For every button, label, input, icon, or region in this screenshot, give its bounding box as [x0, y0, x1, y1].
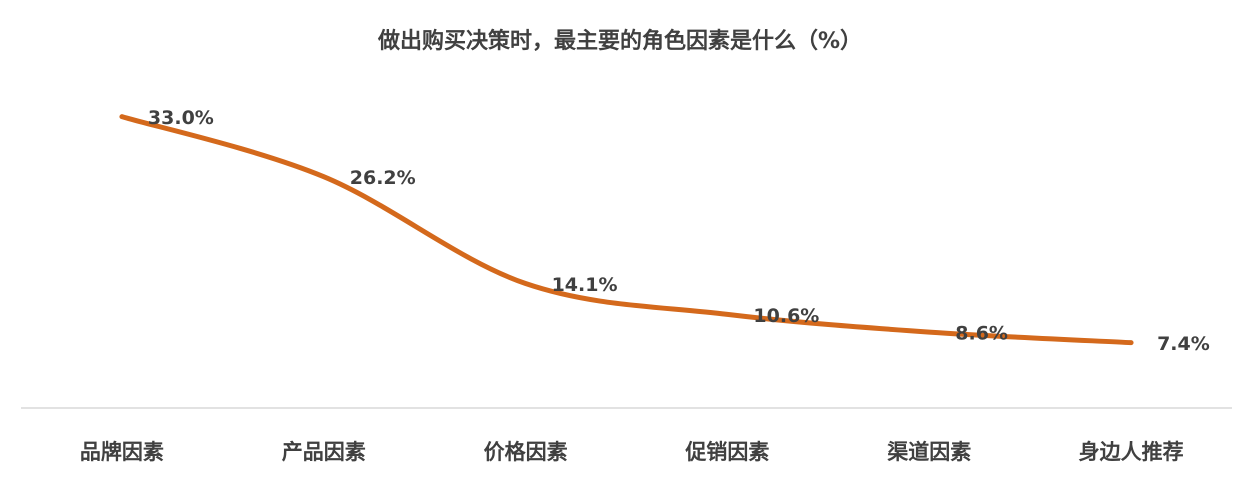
- data-label: 7.4%: [1157, 333, 1210, 355]
- data-label: 14.1%: [552, 274, 618, 296]
- x-tick-label: 品牌因素: [80, 440, 164, 464]
- data-label: 8.6%: [955, 323, 1008, 345]
- x-tick-label: 产品因素: [282, 440, 366, 464]
- x-tick-label: 促销因素: [684, 440, 769, 464]
- x-tick-label: 渠道因素: [887, 440, 971, 464]
- chart-title: 做出购买决策时，最主要的角色因素是什么（%）: [377, 28, 862, 54]
- x-tick-label: 价格因素: [484, 440, 568, 464]
- line: [119, 114, 1134, 346]
- data-label: 33.0%: [148, 107, 214, 129]
- data-label: 26.2%: [350, 167, 416, 189]
- x-tick-label: 身边人推荐: [1079, 440, 1184, 464]
- data-label: 10.6%: [753, 305, 819, 327]
